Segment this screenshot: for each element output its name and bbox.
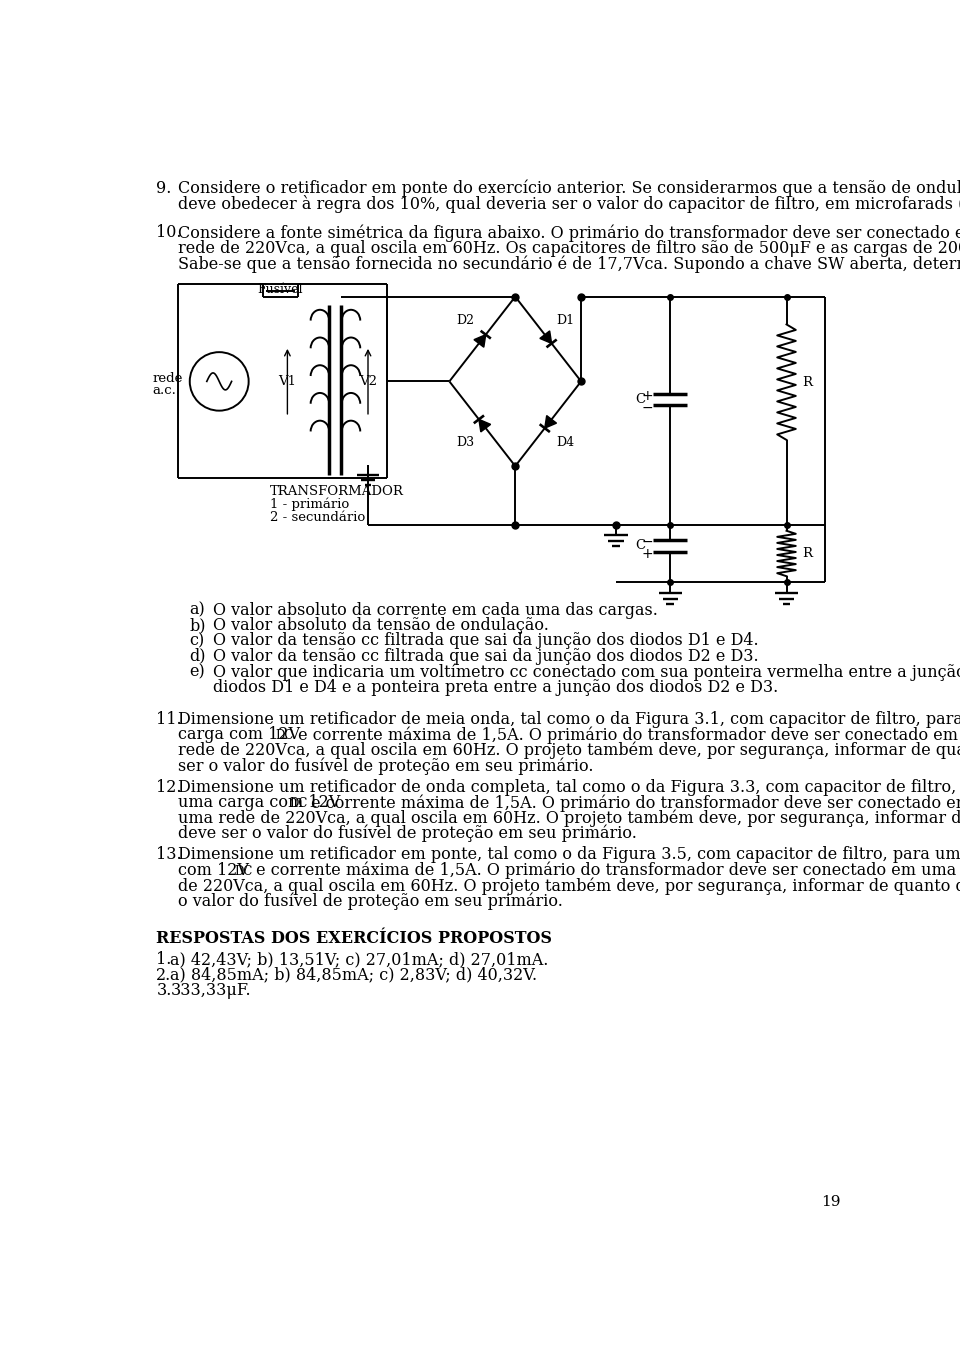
Text: b): b) — [190, 617, 206, 635]
Text: 2.: 2. — [156, 967, 172, 983]
Text: 11.: 11. — [156, 711, 182, 728]
Text: D1: D1 — [556, 315, 574, 327]
Text: Dimensione um retificador de meia onda, tal como o da Figura 3.1, com capacitor : Dimensione um retificador de meia onda, … — [179, 711, 960, 728]
Text: O valor absoluto da corrente em cada uma das cargas.: O valor absoluto da corrente em cada uma… — [213, 602, 658, 618]
Text: V1: V1 — [278, 374, 297, 388]
Text: diodos D1 e D4 e a ponteira preta entre a junção dos diodos D2 e D3.: diodos D1 e D4 e a ponteira preta entre … — [213, 678, 779, 696]
Text: Considere o retificador em ponte do exercício anterior. Se considerarmos que a t: Considere o retificador em ponte do exer… — [179, 179, 960, 197]
Text: uma rede de 220Vca, a qual oscila em 60Hz. O projeto também deve, por segurança,: uma rede de 220Vca, a qual oscila em 60H… — [179, 810, 960, 827]
Text: e corrente máxima de 1,5A. O primário do transformador deve ser conectado em: e corrente máxima de 1,5A. O primário do… — [306, 795, 960, 812]
Text: rede: rede — [153, 372, 183, 385]
Polygon shape — [540, 331, 552, 343]
Text: c): c) — [190, 632, 205, 650]
Text: de 220Vca, a qual oscila em 60Hz. O projeto também deve, por segurança, informar: de 220Vca, a qual oscila em 60Hz. O proj… — [179, 877, 960, 895]
Text: TRANSFORMADOR: TRANSFORMADOR — [270, 484, 403, 498]
Text: RESPOSTAS DOS EXERCÍCIOS PROPOSTOS: RESPOSTAS DOS EXERCÍCIOS PROPOSTOS — [156, 930, 552, 946]
Text: e corrente máxima de 1,5A. O primário do transformador deve ser conectado em uma: e corrente máxima de 1,5A. O primário do… — [293, 727, 960, 744]
Text: rede de 220Vca, a qual oscila em 60Hz. O projeto também deve, por segurança, inf: rede de 220Vca, a qual oscila em 60Hz. O… — [179, 742, 960, 759]
Text: e): e) — [190, 663, 205, 681]
Text: DC: DC — [234, 865, 252, 877]
Polygon shape — [479, 419, 491, 433]
Text: 9.: 9. — [156, 179, 172, 197]
Text: Sabe-se que a tensão fornecida no secundário é de 17,7Vca. Supondo a chave SW ab: Sabe-se que a tensão fornecida no secund… — [179, 255, 960, 273]
Text: 2 - secundário: 2 - secundário — [270, 511, 365, 523]
Text: D2: D2 — [456, 315, 474, 327]
Text: 19: 19 — [821, 1195, 841, 1208]
Text: +: + — [641, 546, 653, 561]
Text: R: R — [802, 376, 812, 389]
Text: Dimensione um retificador de onda completa, tal como o da Figura 3.3, com capaci: Dimensione um retificador de onda comple… — [179, 778, 960, 796]
Text: D4: D4 — [556, 435, 574, 449]
Text: −: − — [641, 400, 653, 415]
Text: rede de 220Vca, a qual oscila em 60Hz. Os capacitores de filtro são de 500μF e a: rede de 220Vca, a qual oscila em 60Hz. O… — [179, 240, 960, 256]
Text: O valor da tensão cc filtrada que sai da junção dos diodos D1 e D4.: O valor da tensão cc filtrada que sai da… — [213, 632, 758, 650]
Text: DC: DC — [289, 797, 307, 810]
Text: ser o valor do fusível de proteção em seu primário.: ser o valor do fusível de proteção em se… — [179, 757, 593, 774]
Text: 1 - primário: 1 - primário — [270, 498, 348, 511]
Text: a) 84,85mA; b) 84,85mA; c) 2,83V; d) 40,32V.: a) 84,85mA; b) 84,85mA; c) 2,83V; d) 40,… — [170, 967, 538, 983]
Text: deve obedecer à regra dos 10%, qual deveria ser o valor do capacitor de filtro, : deve obedecer à regra dos 10%, qual deve… — [179, 195, 960, 213]
Text: uma carga com 12V: uma carga com 12V — [179, 795, 341, 811]
Text: carga com 12V: carga com 12V — [179, 727, 300, 743]
Text: o valor do fusível de proteção em seu primário.: o valor do fusível de proteção em seu pr… — [179, 892, 563, 910]
Text: Dimensione um retificador em ponte, tal como o da Figura 3.5, com capacitor de f: Dimensione um retificador em ponte, tal … — [179, 846, 960, 864]
Text: Considere a fonte simétrica da figura abaixo. O primário do transformador deve s: Considere a fonte simétrica da figura ab… — [179, 224, 960, 241]
Text: 10.: 10. — [156, 224, 182, 241]
Polygon shape — [474, 335, 486, 347]
Text: C: C — [636, 393, 646, 405]
Text: C: C — [636, 540, 646, 552]
Text: O valor que indicaria um voltímetro cc conectado com sua ponteira vermelha entre: O valor que indicaria um voltímetro cc c… — [213, 663, 960, 681]
Text: −: − — [641, 536, 653, 549]
Text: e corrente máxima de 1,5A. O primário do transformador deve ser conectado em uma: e corrente máxima de 1,5A. O primário do… — [251, 862, 960, 880]
Text: 13.: 13. — [156, 846, 182, 864]
Text: +: + — [641, 389, 653, 403]
Text: d): d) — [190, 648, 206, 664]
Text: a): a) — [190, 602, 205, 618]
Text: O valor absoluto da tensão de ondulação.: O valor absoluto da tensão de ondulação. — [213, 617, 549, 635]
Text: Fusível: Fusível — [257, 283, 303, 296]
Polygon shape — [544, 415, 557, 428]
Text: D3: D3 — [456, 435, 474, 449]
Text: com 12V: com 12V — [179, 862, 249, 879]
Text: R: R — [802, 546, 812, 560]
Text: 3.: 3. — [156, 982, 172, 999]
Text: a) 42,43V; b) 13,51V; c) 27,01mA; d) 27,01mA.: a) 42,43V; b) 13,51V; c) 27,01mA; d) 27,… — [170, 951, 549, 968]
Text: a.c.: a.c. — [153, 385, 177, 397]
Text: O valor da tensão cc filtrada que sai da junção dos diodos D2 e D3.: O valor da tensão cc filtrada que sai da… — [213, 648, 758, 664]
Text: 333,33μF.: 333,33μF. — [170, 982, 251, 999]
Text: 1.: 1. — [156, 951, 172, 968]
Text: 12.: 12. — [156, 778, 182, 796]
Text: V2: V2 — [359, 374, 377, 388]
Text: DC: DC — [276, 730, 294, 743]
Text: deve ser o valor do fusível de proteção em seu primário.: deve ser o valor do fusível de proteção … — [179, 824, 637, 842]
